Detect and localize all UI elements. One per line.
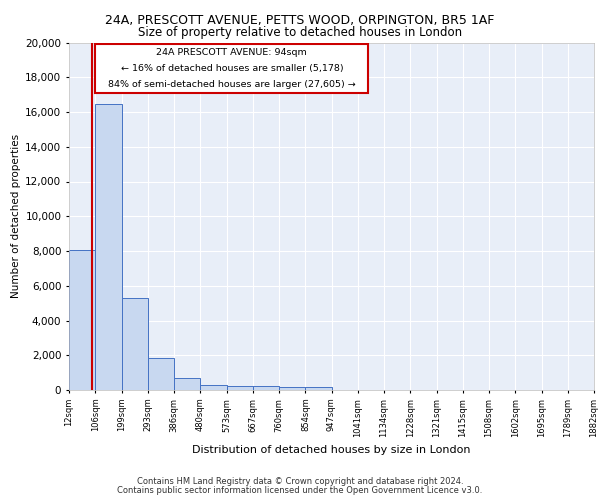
Text: Contains public sector information licensed under the Open Government Licence v3: Contains public sector information licen… [118, 486, 482, 495]
Bar [148, 358, 174, 390]
Bar [253, 386, 279, 390]
Text: Contains HM Land Registry data © Crown copyright and database right 2024.: Contains HM Land Registry data © Crown c… [137, 477, 463, 486]
FancyBboxPatch shape [95, 44, 368, 93]
Text: Size of property relative to detached houses in London: Size of property relative to detached ho… [138, 26, 462, 39]
Bar [69, 250, 95, 390]
Bar [227, 386, 253, 390]
Text: ← 16% of detached houses are smaller (5,178): ← 16% of detached houses are smaller (5,… [121, 64, 343, 73]
Bar [174, 378, 200, 390]
Text: 24A PRESCOTT AVENUE: 94sqm: 24A PRESCOTT AVENUE: 94sqm [157, 48, 307, 58]
X-axis label: Distribution of detached houses by size in London: Distribution of detached houses by size … [192, 445, 471, 455]
Bar [200, 385, 227, 390]
Bar [95, 104, 121, 390]
Text: 84% of semi-detached houses are larger (27,605) →: 84% of semi-detached houses are larger (… [108, 80, 356, 88]
Y-axis label: Number of detached properties: Number of detached properties [11, 134, 21, 298]
Bar [121, 298, 148, 390]
Bar [305, 387, 331, 390]
Bar [279, 386, 305, 390]
Text: 24A, PRESCOTT AVENUE, PETTS WOOD, ORPINGTON, BR5 1AF: 24A, PRESCOTT AVENUE, PETTS WOOD, ORPING… [106, 14, 494, 27]
